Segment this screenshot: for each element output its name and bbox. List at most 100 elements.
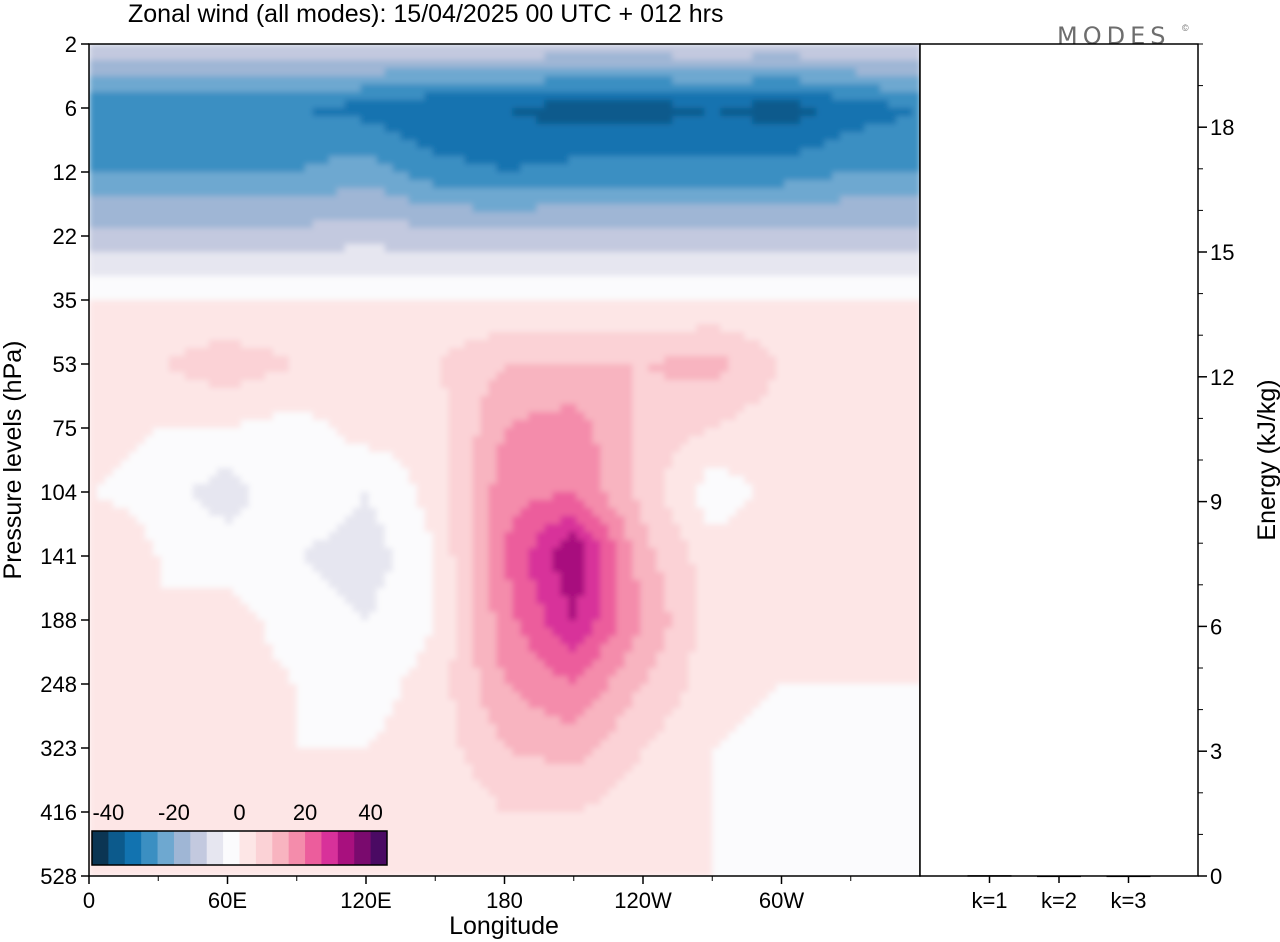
wind-cell — [424, 372, 434, 381]
wind-cell — [232, 220, 242, 229]
wind-cell — [688, 396, 698, 405]
wind-cell — [832, 356, 841, 365]
wind-cell — [128, 372, 138, 381]
wind-cell — [272, 68, 282, 77]
wind-cell — [280, 404, 290, 413]
wind-cell — [496, 404, 506, 413]
wind-cell — [800, 164, 809, 173]
wind-cell — [240, 260, 250, 269]
wind-cell — [320, 148, 330, 157]
wind-cell — [688, 68, 698, 77]
wind-cell — [592, 196, 602, 205]
wind-cell — [888, 420, 897, 429]
wind-cell — [128, 356, 138, 365]
wind-cell — [120, 316, 130, 325]
wind-cell — [816, 196, 825, 205]
wind-cell — [328, 404, 338, 413]
wind-cell — [752, 396, 761, 405]
wind-cell — [456, 148, 466, 157]
wind-cell — [248, 356, 258, 365]
wind-cell — [512, 140, 522, 149]
wind-cell — [232, 348, 242, 357]
wind-cell — [696, 252, 706, 261]
wind-cell — [680, 300, 690, 309]
wind-cell — [728, 60, 738, 69]
wind-cell — [448, 52, 458, 61]
wind-cell — [488, 84, 498, 93]
wind-cell — [408, 260, 418, 269]
wind-cell — [200, 364, 210, 373]
wind-cell — [232, 388, 242, 397]
wind-cell — [704, 188, 714, 197]
wind-cell — [752, 348, 761, 357]
wind-cell — [568, 132, 578, 141]
wind-cell — [264, 396, 274, 405]
wind-cell — [392, 76, 402, 85]
wind-cell — [160, 388, 170, 397]
wind-cell — [488, 124, 498, 133]
wind-cell — [840, 204, 849, 213]
wind-cell — [848, 276, 857, 285]
wind-cell — [472, 196, 482, 205]
wind-cell — [752, 364, 761, 373]
wind-cell — [760, 380, 769, 389]
wind-cell — [184, 380, 194, 389]
wind-cell — [248, 156, 258, 165]
wind-cell — [312, 220, 322, 229]
wind-cell — [848, 332, 857, 341]
wind-cell — [216, 68, 226, 77]
wind-cell — [176, 220, 186, 229]
wind-cell — [664, 156, 674, 165]
wind-cell — [344, 212, 354, 221]
wind-cell — [104, 300, 114, 309]
wind-cell — [344, 364, 354, 373]
wind-cell — [640, 372, 650, 381]
wind-cell — [448, 212, 458, 221]
wind-cell — [89, 116, 98, 125]
wind-cell — [432, 268, 442, 277]
wind-cell — [216, 100, 226, 109]
wind-cell — [144, 372, 154, 381]
wind-cell — [800, 316, 809, 325]
wind-cell — [560, 172, 570, 181]
wind-cell — [704, 308, 714, 317]
wind-cell — [216, 292, 226, 301]
wind-cell — [744, 340, 753, 349]
wind-cell — [792, 44, 801, 53]
wind-cell — [176, 84, 186, 93]
wind-cell — [136, 220, 146, 229]
wind-cell — [864, 364, 873, 373]
wind-cell — [320, 124, 330, 133]
wind-cell — [688, 404, 698, 413]
wind-cell — [696, 228, 706, 237]
wind-cell — [560, 260, 570, 269]
wind-cell — [736, 356, 746, 365]
wind-cell — [544, 332, 554, 341]
wind-cell — [704, 316, 714, 325]
wind-cell — [536, 316, 546, 325]
wind-cell — [864, 212, 873, 221]
wind-cell — [168, 324, 178, 333]
wind-cell — [840, 236, 849, 245]
wind-cell — [560, 372, 570, 381]
wind-cell — [512, 396, 522, 405]
wind-cell — [672, 348, 682, 357]
wind-cell — [520, 372, 530, 381]
wind-cell — [640, 404, 650, 413]
wind-cell — [224, 420, 234, 429]
wind-cell — [112, 356, 122, 365]
wind-cell — [728, 372, 738, 381]
wind-cell — [360, 204, 370, 213]
wind-cell — [680, 236, 690, 245]
wind-cell — [832, 116, 841, 125]
wind-cell — [888, 300, 897, 309]
wind-cell — [872, 364, 881, 373]
wind-cell — [608, 292, 618, 301]
wind-cell — [200, 388, 210, 397]
wind-cell — [816, 260, 825, 269]
wind-cell — [704, 404, 714, 413]
wind-cell — [192, 404, 202, 413]
wind-cell — [312, 236, 322, 245]
wind-cell — [184, 332, 194, 341]
wind-cell — [864, 380, 873, 389]
